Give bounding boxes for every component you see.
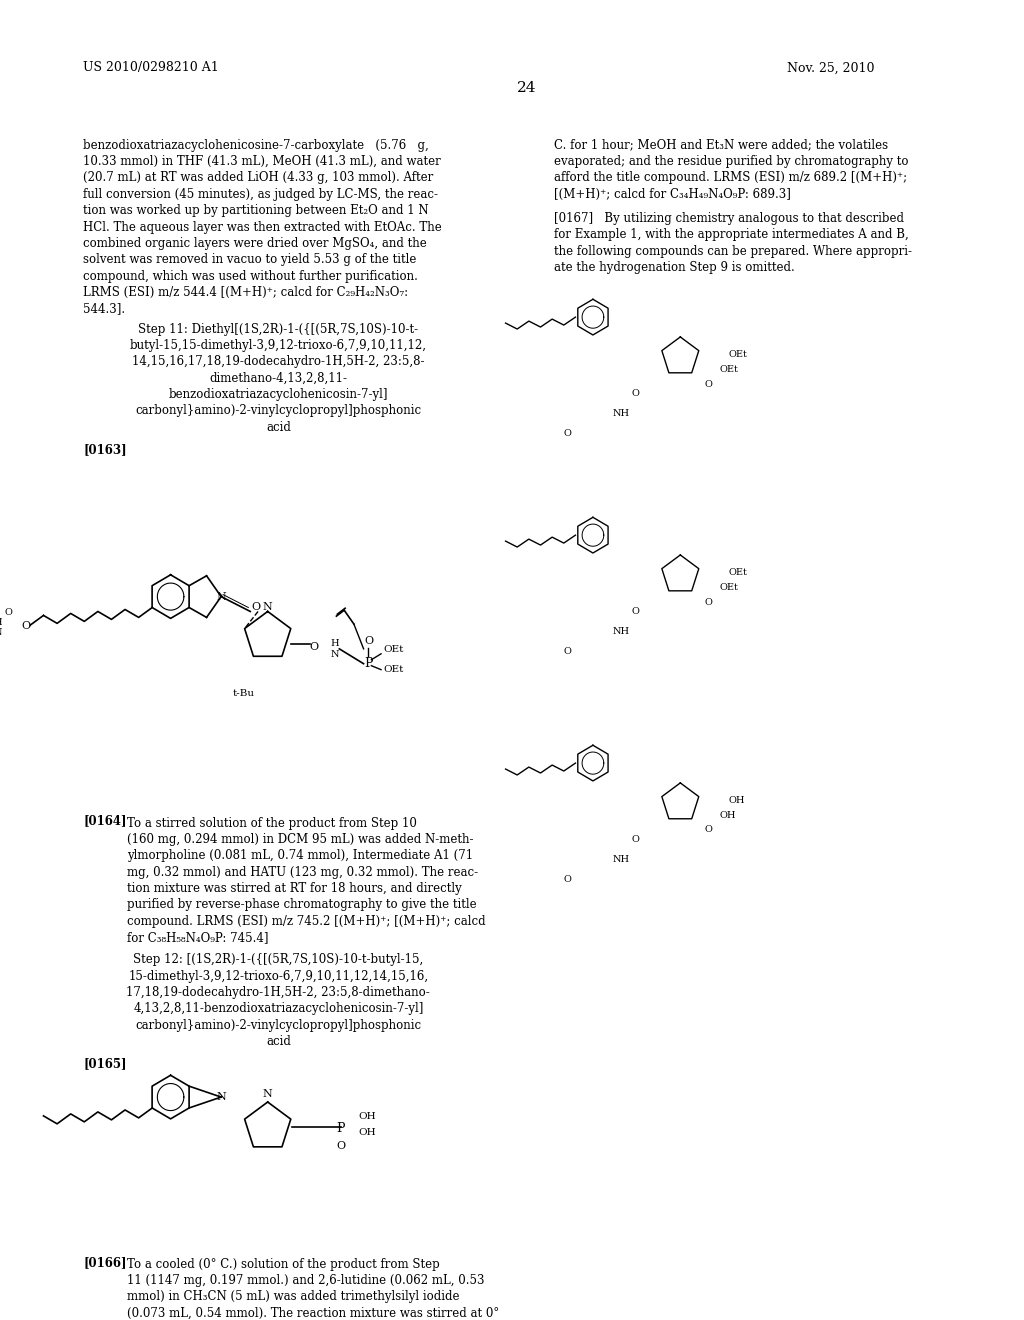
Text: NH: NH	[612, 409, 630, 418]
Text: OEt: OEt	[729, 350, 748, 359]
Text: afford the title compound. LRMS (ESI) m/z 689.2 [(M+H)⁺;: afford the title compound. LRMS (ESI) m/…	[554, 172, 907, 185]
Text: [0164]: [0164]	[83, 814, 127, 828]
Text: Step 12: [(1S,2R)-1-({[(5R,7S,10S)-10-t-butyl-15,: Step 12: [(1S,2R)-1-({[(5R,7S,10S)-10-t-…	[133, 953, 424, 966]
Text: NH: NH	[612, 855, 630, 865]
Text: Step 11: Diethyl[(1S,2R)-1-({[(5R,7S,10S)-10-t-: Step 11: Diethyl[(1S,2R)-1-({[(5R,7S,10S…	[138, 322, 419, 335]
Text: compound. LRMS (ESI) m/z 745.2 [(M+H)⁺; [(M+H)⁺; calcd: compound. LRMS (ESI) m/z 745.2 [(M+H)⁺; …	[127, 915, 485, 928]
Text: purified by reverse-phase chromatography to give the title: purified by reverse-phase chromatography…	[127, 899, 476, 911]
Text: NH: NH	[612, 627, 630, 636]
Text: [(M+H)⁺; calcd for C₃₄H₄₉N₄O₉P: 689.3]: [(M+H)⁺; calcd for C₃₄H₄₉N₄O₉P: 689.3]	[554, 187, 791, 201]
Text: dimethano-4,13,2,8,11-: dimethano-4,13,2,8,11-	[209, 372, 347, 384]
Text: (160 mg, 0.294 mmol) in DCM 95 mL) was added N-meth-: (160 mg, 0.294 mmol) in DCM 95 mL) was a…	[127, 833, 473, 846]
Text: the following compounds can be prepared. Where appropri-: the following compounds can be prepared.…	[554, 244, 912, 257]
Text: [0163]: [0163]	[83, 444, 127, 455]
Text: To a cooled (0° C.) solution of the product from Step: To a cooled (0° C.) solution of the prod…	[127, 1258, 439, 1271]
Text: [0165]: [0165]	[83, 1057, 127, 1071]
Text: OEt: OEt	[383, 665, 403, 673]
Text: OEt: OEt	[729, 568, 748, 577]
Text: O: O	[705, 380, 713, 388]
Text: LRMS (ESI) m/z 544.4 [(M+H)⁺; calcd for C₂₉H₄₂N₃O₇:: LRMS (ESI) m/z 544.4 [(M+H)⁺; calcd for …	[83, 286, 409, 298]
Text: O: O	[705, 825, 713, 834]
Text: evaporated; and the residue purified by chromatography to: evaporated; and the residue purified by …	[554, 154, 908, 168]
Text: P: P	[336, 1122, 345, 1135]
Text: t-Bu: t-Bu	[232, 689, 254, 698]
Text: 15-dimethyl-3,9,12-trioxo-6,7,9,10,11,12,14,15,16,: 15-dimethyl-3,9,12-trioxo-6,7,9,10,11,12…	[128, 970, 428, 982]
Text: (0.073 mL, 0.54 mmol). The reaction mixture was stirred at 0°: (0.073 mL, 0.54 mmol). The reaction mixt…	[127, 1307, 499, 1320]
Text: OH: OH	[358, 1111, 376, 1121]
Text: Nov. 25, 2010: Nov. 25, 2010	[787, 62, 874, 74]
Text: 10.33 mmol) in THF (41.3 mL), MeOH (41.3 mL), and water: 10.33 mmol) in THF (41.3 mL), MeOH (41.3…	[83, 154, 441, 168]
Text: O: O	[22, 622, 31, 631]
Text: solvent was removed in vacuo to yield 5.53 g of the title: solvent was removed in vacuo to yield 5.…	[83, 253, 417, 267]
Text: mmol) in CH₃CN (5 mL) was added trimethylsilyl iodide: mmol) in CH₃CN (5 mL) was added trimethy…	[127, 1291, 460, 1303]
Text: full conversion (45 minutes), as judged by LC-MS, the reac-: full conversion (45 minutes), as judged …	[83, 187, 438, 201]
Text: N: N	[216, 1092, 226, 1102]
Text: OEt: OEt	[719, 582, 738, 591]
Text: 4,13,2,8,11-benzodioxatriazacyclohenicosin-7-yl]: 4,13,2,8,11-benzodioxatriazacyclohenicos…	[133, 1002, 424, 1015]
Text: tion was worked up by partitioning between Et₂O and 1 N: tion was worked up by partitioning betwe…	[83, 205, 429, 218]
Text: To a stirred solution of the product from Step 10: To a stirred solution of the product fro…	[127, 817, 417, 829]
Text: OH: OH	[358, 1127, 376, 1137]
Text: mg, 0.32 mmol) and HATU (123 mg, 0.32 mmol). The reac-: mg, 0.32 mmol) and HATU (123 mg, 0.32 mm…	[127, 866, 478, 879]
Text: [0167]   By utilizing chemistry analogous to that described: [0167] By utilizing chemistry analogous …	[554, 213, 904, 226]
Text: OEt: OEt	[719, 364, 738, 374]
Text: tion mixture was stirred at RT for 18 hours, and directly: tion mixture was stirred at RT for 18 ho…	[127, 882, 462, 895]
Text: compound, which was used without further purification.: compound, which was used without further…	[83, 269, 418, 282]
Text: O: O	[564, 875, 571, 884]
Text: O: O	[632, 607, 640, 616]
Text: OH: OH	[729, 796, 745, 805]
Text: OEt: OEt	[383, 645, 403, 653]
Text: O: O	[564, 647, 571, 656]
Text: O: O	[632, 389, 640, 399]
Text: acid: acid	[266, 1035, 291, 1048]
Text: H
N: H N	[0, 618, 2, 638]
Text: acid: acid	[266, 421, 291, 434]
Text: [0166]: [0166]	[83, 1255, 127, 1269]
Text: N: N	[216, 591, 226, 602]
Text: carbonyl}amino)-2-vinylcyclopropyl]phosphonic: carbonyl}amino)-2-vinylcyclopropyl]phosp…	[135, 1019, 422, 1032]
Text: carbonyl}amino)-2-vinylcyclopropyl]phosphonic: carbonyl}amino)-2-vinylcyclopropyl]phosp…	[135, 404, 422, 417]
Text: O: O	[705, 598, 713, 606]
Text: O: O	[632, 836, 640, 845]
Text: 11 (1147 mg, 0.197 mmol.) and 2,6-lutidine (0.062 mL, 0.53: 11 (1147 mg, 0.197 mmol.) and 2,6-lutidi…	[127, 1274, 484, 1287]
Text: 17,18,19-dodecahydro-1H,5H-2, 23:5,8-dimethano-: 17,18,19-dodecahydro-1H,5H-2, 23:5,8-dim…	[127, 986, 430, 999]
Text: for C₃₈H₅₈N₄O₉P: 745.4]: for C₃₈H₅₈N₄O₉P: 745.4]	[127, 931, 268, 944]
Text: P: P	[365, 657, 373, 671]
Text: HCl. The aqueous layer was then extracted with EtOAc. The: HCl. The aqueous layer was then extracte…	[83, 220, 442, 234]
Text: H
N: H N	[330, 639, 339, 659]
Text: N: N	[263, 602, 272, 611]
Text: ate the hydrogenation Step 9 is omitted.: ate the hydrogenation Step 9 is omitted.	[554, 261, 795, 275]
Text: 544.3].: 544.3].	[83, 302, 125, 315]
Text: ylmorpholine (0.081 mL, 0.74 mmol), Intermediate A1 (71: ylmorpholine (0.081 mL, 0.74 mmol), Inte…	[127, 849, 473, 862]
Text: O: O	[252, 602, 261, 611]
Text: C. for 1 hour; MeOH and Et₃N were added; the volatiles: C. for 1 hour; MeOH and Et₃N were added;…	[554, 139, 888, 152]
Text: benzodioxatriazacyclohenicosine-7-carboxylate   (5.76   g,: benzodioxatriazacyclohenicosine-7-carbox…	[83, 139, 429, 152]
Text: benzodioxatriazacyclohenicosin-7-yl]: benzodioxatriazacyclohenicosin-7-yl]	[169, 388, 388, 401]
Text: combined organic layers were dried over MgSO₄, and the: combined organic layers were dried over …	[83, 236, 427, 249]
Text: 14,15,16,17,18,19-dodecahydro-1H,5H-2, 23:5,8-: 14,15,16,17,18,19-dodecahydro-1H,5H-2, 2…	[132, 355, 425, 368]
Text: butyl-15,15-dimethyl-3,9,12-trioxo-6,7,9,10,11,12,: butyl-15,15-dimethyl-3,9,12-trioxo-6,7,9…	[130, 339, 427, 352]
Text: US 2010/0298210 A1: US 2010/0298210 A1	[83, 62, 219, 74]
Text: N: N	[263, 1089, 272, 1100]
Text: O: O	[309, 642, 318, 652]
Text: 24: 24	[517, 82, 537, 95]
Text: O: O	[564, 429, 571, 438]
Text: for Example 1, with the appropriate intermediates A and B,: for Example 1, with the appropriate inte…	[554, 228, 909, 242]
Text: OH: OH	[719, 810, 735, 820]
Text: O: O	[336, 1140, 345, 1151]
Text: O: O	[4, 609, 12, 618]
Text: (20.7 mL) at RT was added LiOH (4.33 g, 103 mmol). After: (20.7 mL) at RT was added LiOH (4.33 g, …	[83, 172, 433, 185]
Text: O: O	[364, 636, 373, 645]
